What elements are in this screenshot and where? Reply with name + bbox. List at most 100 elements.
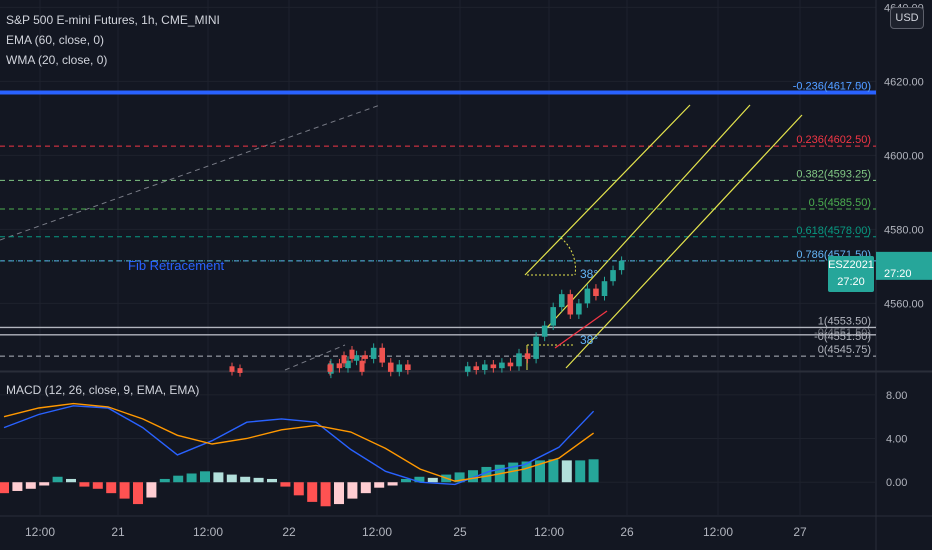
candle (353, 355, 360, 361)
macd-histogram-bar (374, 482, 385, 488)
time-tick-label: 26 (620, 525, 634, 539)
candle (541, 325, 548, 337)
candle (524, 353, 531, 359)
fib-level-label: -0.236(4617.00) (793, 81, 871, 93)
red-trend-line (554, 310, 608, 349)
candle (516, 353, 522, 367)
candle (499, 362, 505, 369)
candle (396, 364, 403, 372)
candle (558, 294, 565, 308)
macd-histogram-bar (535, 460, 545, 483)
fib-level-label: 0.236(4602.50) (796, 134, 871, 146)
candle (610, 270, 616, 282)
fib-level-label: 0.382(4593.25) (796, 168, 871, 180)
candle (405, 364, 411, 370)
time-tick-label: 12:00 (193, 525, 223, 539)
candle (370, 347, 377, 359)
macd-tick-label: 8.00 (886, 390, 907, 402)
angle-label: 38° (580, 333, 598, 347)
macd-histogram-bar (561, 460, 572, 483)
candle (507, 362, 514, 367)
fib-overlap-label: -0(4551.50) (814, 327, 871, 339)
fib-level-label: -0(4551.50) (814, 331, 871, 343)
macd-histogram-bar (307, 482, 318, 502)
candle (341, 355, 347, 364)
macd-series-line (3, 405, 595, 486)
candle (584, 288, 591, 304)
macd-histogram-bar (79, 482, 90, 487)
macd-legend[interactable]: MACD (12, 26, close, 9, EMA, EMA) (6, 383, 200, 397)
symbol-legend[interactable]: S&P 500 E-mini Futures, 1h, CME_MINI (6, 13, 220, 27)
macd-tick-label: 4.00 (886, 434, 907, 446)
macd-histogram-bar (468, 470, 478, 483)
macd-histogram-bar (119, 482, 130, 499)
price-tick-label: 4560.00 (884, 298, 924, 310)
candle (473, 366, 480, 370)
fib-retracement-label[interactable]: Fib Retracement (128, 258, 225, 273)
macd-histogram-bar (293, 482, 304, 496)
macd-histogram-bar (39, 482, 50, 486)
candlestick-series (229, 256, 625, 379)
channel-line-upper (524, 104, 691, 276)
macd-series-line (3, 402, 595, 482)
macd-tick-label: 0.00 (886, 477, 907, 489)
candle (601, 281, 608, 296)
macd-histogram-bar (253, 477, 264, 483)
channel-line-lower (565, 114, 803, 369)
candle (362, 355, 368, 359)
price-axis: 4640.004620.004600.004580.004560.004571.… (876, 2, 932, 489)
macd-histogram-bar (508, 462, 519, 483)
time-tick-label: 12:00 (362, 525, 392, 539)
macd-histogram-bar (92, 482, 103, 489)
last-price-symbol: ESZ2021 (828, 259, 874, 271)
price-tick-label: 4620.00 (884, 76, 924, 88)
candle (379, 347, 385, 363)
candle (327, 364, 333, 372)
macd-histogram-bar (414, 476, 425, 483)
macd-histogram-bar (0, 482, 9, 494)
macd-histogram-bar (454, 472, 465, 483)
time-tick-label: 12:00 (534, 525, 564, 539)
fib-level-label: 0.5(4585.50) (809, 197, 871, 209)
price-tick-label: 4600.00 (884, 150, 924, 162)
candle (229, 366, 235, 372)
last-price-countdown-axis: 27:20 (884, 268, 912, 280)
macd-histogram-bar (548, 459, 559, 483)
macd-histogram-bar (52, 476, 63, 483)
angle-label: 38° (580, 267, 598, 281)
macd-histogram-bar (12, 482, 23, 491)
macd-histogram-bar (226, 474, 237, 483)
candle (593, 288, 599, 296)
macd-histogram-bar (66, 478, 76, 483)
trend-line-upper (0, 104, 381, 241)
macd-histogram-bar (267, 478, 277, 483)
candle (567, 294, 574, 315)
macd-histogram-bar (360, 482, 371, 494)
ema-legend[interactable]: EMA (60, close, 0) (6, 33, 105, 47)
fib-level-label: 0.618(4578.00) (796, 225, 871, 237)
macd-histogram-bar (200, 471, 210, 483)
candle (336, 363, 343, 369)
candle (533, 336, 539, 359)
macd-histogram-bar (347, 482, 358, 499)
macd-histogram-bar (334, 482, 344, 505)
candle (359, 360, 365, 372)
macd-histogram-bar (146, 482, 157, 498)
candle (618, 260, 625, 271)
fib-overlap-label: -0.236(4617.50) (793, 81, 871, 93)
wma-legend[interactable]: WMA (20, close, 0) (6, 53, 108, 67)
drawing-layer: -0.236(4617.00) 0.236(4602.50) 0.382(4593.… (0, 81, 876, 371)
currency-button[interactable]: USD (890, 7, 924, 29)
candle (490, 364, 497, 369)
last-price-countdown: 27:20 (837, 276, 865, 288)
macd-histogram-bar (575, 460, 586, 483)
macd-histogram-bar (159, 478, 170, 483)
macd-histogram-bar (173, 475, 184, 483)
macd-histogram-bar (401, 478, 411, 483)
time-tick-label: 25 (453, 525, 467, 539)
fib-level-label: 1(4553.50) (818, 315, 871, 327)
candle (387, 362, 394, 372)
candle (237, 368, 243, 373)
macd-histogram-bar (280, 482, 291, 487)
